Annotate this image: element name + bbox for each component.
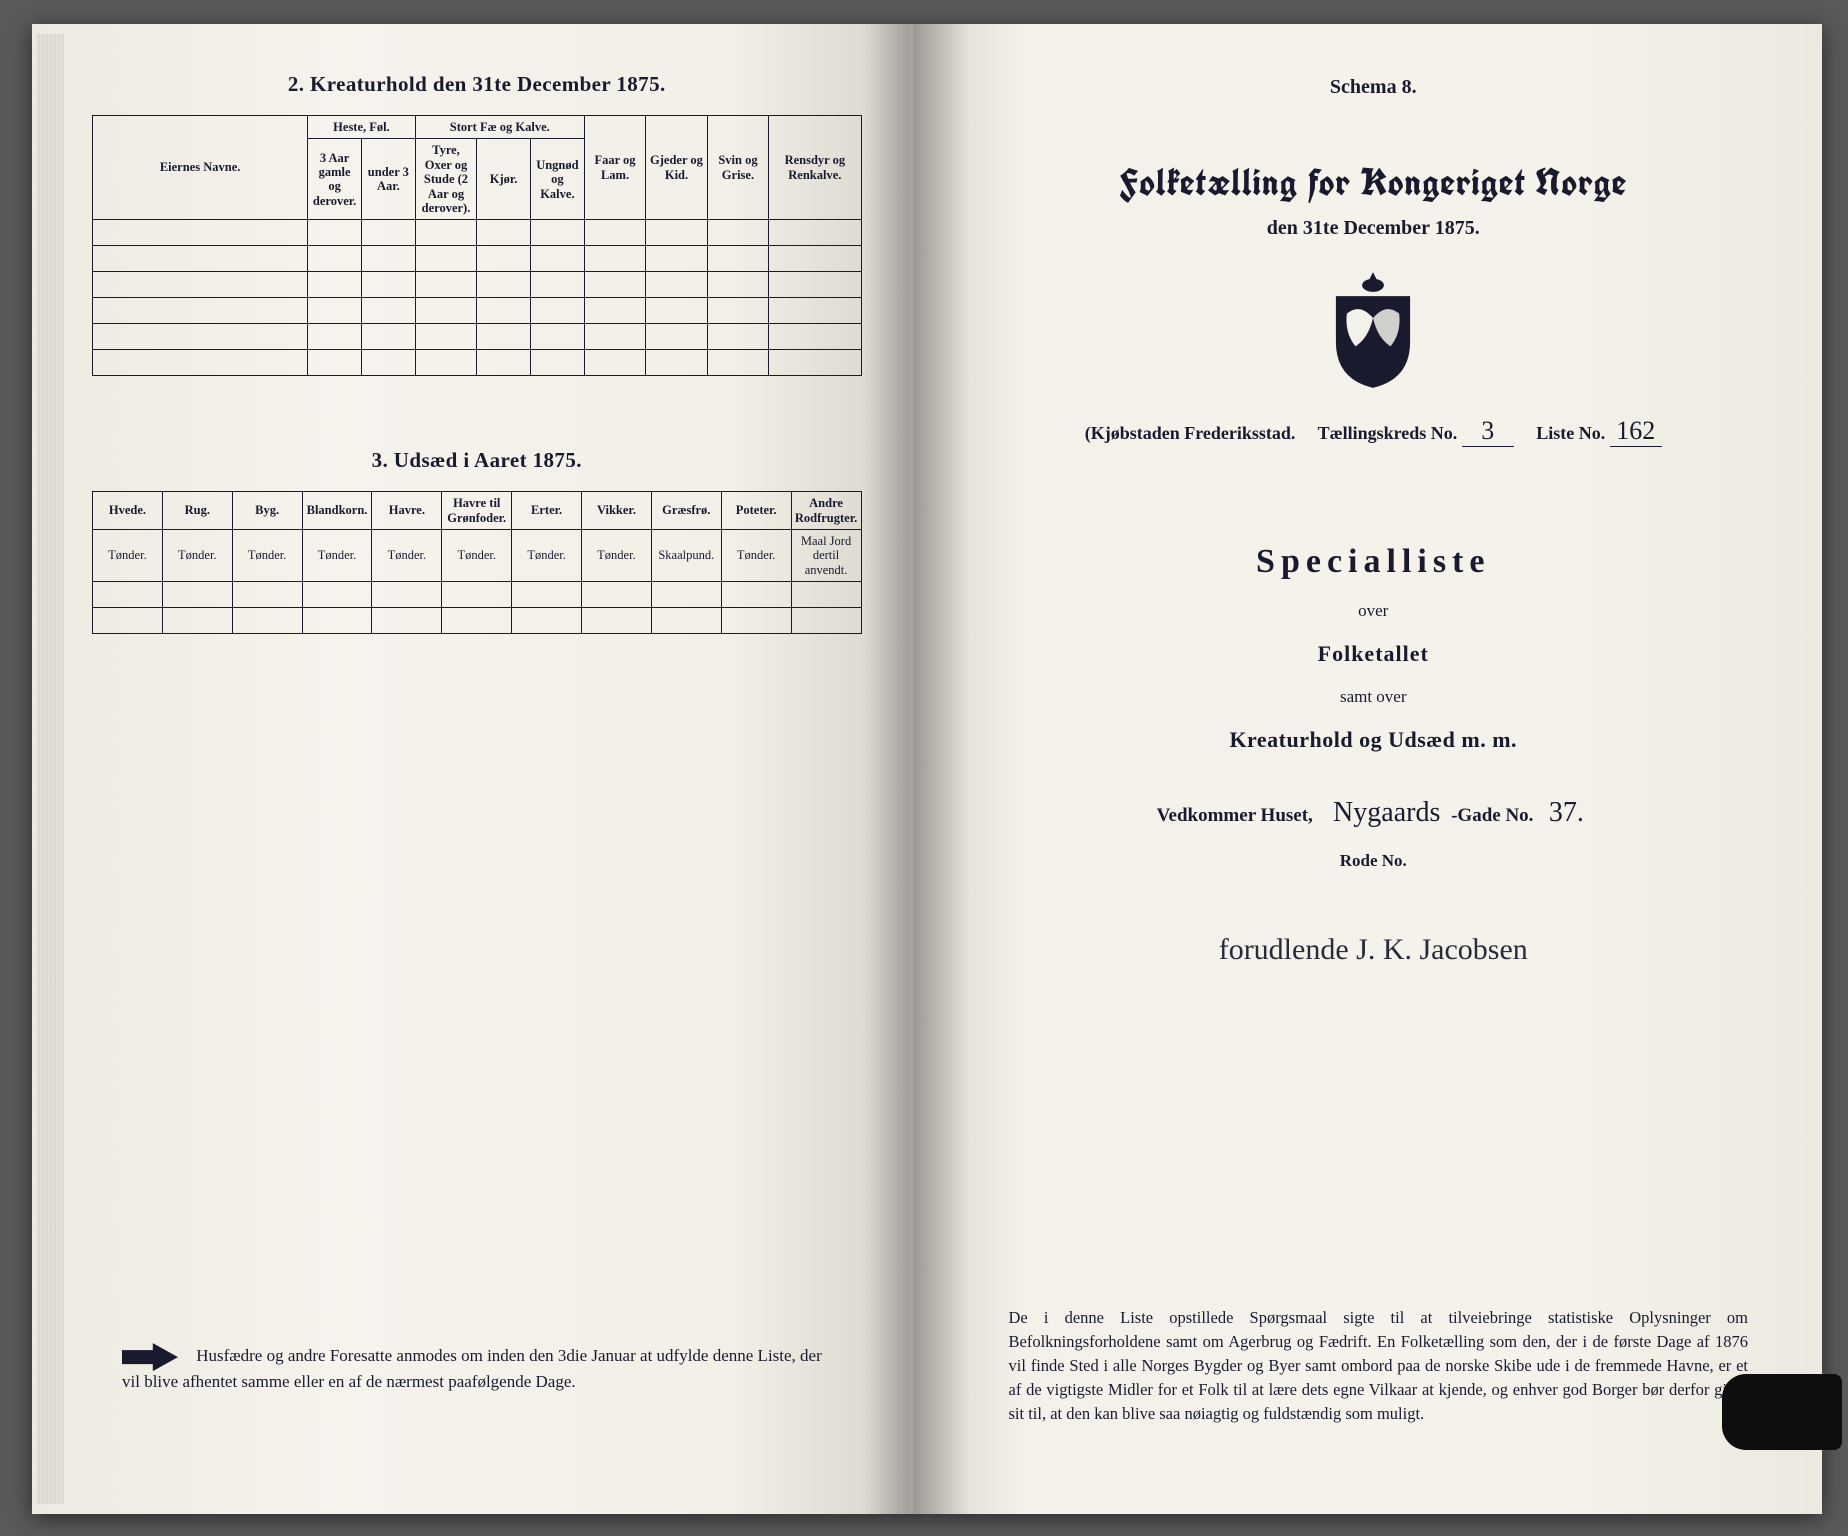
section2-title: 2. Kreaturhold den 31te December 1875. (92, 72, 862, 97)
pointing-hand-icon (122, 1343, 178, 1371)
col-heste: Heste, Føl. (308, 116, 416, 139)
dark-tab-icon (1722, 1374, 1842, 1450)
unit: Tønder. (162, 530, 232, 582)
table-row (93, 582, 862, 608)
liste-label: Liste No. (1536, 423, 1605, 443)
table-row (93, 246, 862, 272)
col-blandkorn: Blandkorn. (302, 492, 372, 530)
gade-no: 37. (1543, 797, 1590, 828)
unit: Tønder. (93, 530, 163, 582)
unit: Tønder. (302, 530, 372, 582)
schema-label: Schema 8. (989, 76, 1759, 99)
unit: Tønder. (372, 530, 442, 582)
table-row (93, 350, 862, 376)
samt-label: samt over (989, 687, 1759, 707)
house-line: Vedkommer Huset, Nygaards -Gade No. 37. (989, 797, 1759, 829)
col-havre-gron: Havre til Grønfoder. (442, 492, 512, 530)
col-vikker: Vikker. (582, 492, 652, 530)
kreds-no: 3 (1462, 416, 1514, 447)
col-byg: Byg. (232, 492, 302, 530)
gade-label: -Gade No. (1451, 805, 1533, 826)
specialliste-title: Specialliste (989, 543, 1759, 581)
col-andre: Andre Rod­frugter. (791, 492, 861, 530)
census-subtitle: den 31te December 1875. (989, 217, 1759, 240)
unit: Tønder. (442, 530, 512, 582)
signature: forudlende J. K. Jacobsen (989, 933, 1759, 967)
folketallet-label: Folketallet (989, 641, 1759, 667)
left-footer-note: Husfædre og andre Foresatte anmodes om i… (122, 1343, 840, 1394)
col-heste-a: 3 Aar gamle og derover. (308, 139, 362, 220)
unit: Tønder. (512, 530, 582, 582)
col-stort-c: Ungnød og Kalve. (531, 139, 585, 220)
left-page: 2. Kreaturhold den 31te December 1875. E… (32, 24, 913, 1514)
table-row (93, 298, 862, 324)
footer-text: Husfædre og andre Foresatte anmodes om i… (122, 1346, 822, 1391)
col-stort-b: Kjør. (477, 139, 531, 220)
unit: Skaalpund. (651, 530, 721, 582)
col-stort: Stort Fæ og Kalve. (415, 116, 584, 139)
col-faar: Faar og Lam. (584, 116, 645, 220)
col-poteter: Poteter. (721, 492, 791, 530)
table-row (93, 324, 862, 350)
unit: Maal Jord dertil anvendt. (791, 530, 861, 582)
table-row (93, 220, 862, 246)
table-kreaturhold: Eiernes Navne. Heste, Føl. Stort Fæ og K… (92, 115, 862, 376)
vedkommer-label: Vedkommer Huset, (1157, 805, 1313, 826)
col-rensdyr: Rensdyr og Renkalve. (769, 116, 861, 220)
kreatur-label: Kreaturhold og Udsæd m. m. (989, 727, 1759, 753)
col-gjeder: Gjeder og Kid. (646, 116, 707, 220)
census-title: Folketælling for Kongeriget Norge (989, 157, 1759, 207)
over-label: over (989, 601, 1759, 621)
table-row (93, 608, 862, 634)
kreds-label: Tællingskreds No. (1318, 423, 1458, 443)
coat-of-arms-icon (1318, 270, 1428, 390)
unit: Tønder. (582, 530, 652, 582)
col-havre: Havre. (372, 492, 442, 530)
table-row (93, 272, 862, 298)
district-line: (Kjøbstaden Frederiksstad. Tællingskreds… (989, 416, 1759, 447)
col-stort-a: Tyre, Oxer og Stude (2 Aar og derover). (415, 139, 476, 220)
unit: Tønder. (232, 530, 302, 582)
spine-shadow (864, 24, 910, 1514)
unit: Tønder. (721, 530, 791, 582)
col-owners: Eiernes Navne. (93, 116, 308, 220)
town-label: (Kjøbstaden Frederiksstad. (1085, 423, 1296, 443)
rode-label: Rode No. (989, 851, 1759, 871)
right-page: Schema 8. Folketælling for Kongeriget No… (913, 24, 1823, 1514)
col-rug: Rug. (162, 492, 232, 530)
spine-shadow (913, 24, 969, 1514)
table-udsaed: Hvede. Rug. Byg. Blandkorn. Havre. Havre… (92, 491, 862, 634)
section3-title: 3. Udsæd i Aaret 1875. (92, 448, 862, 473)
col-graesfro: Græsfrø. (651, 492, 721, 530)
page-edges (36, 34, 64, 1504)
col-svin: Svin og Grise. (707, 116, 768, 220)
col-hvede: Hvede. (93, 492, 163, 530)
right-footer-text: De i denne Liste opstillede Spørgsmaal s… (1009, 1306, 1749, 1426)
book-spread: 2. Kreaturhold den 31te December 1875. E… (32, 24, 1822, 1514)
liste-no: 162 (1610, 416, 1662, 447)
gade-name: Nygaards (1327, 797, 1446, 828)
col-erter: Erter. (512, 492, 582, 530)
col-heste-b: under 3 Aar. (361, 139, 415, 220)
